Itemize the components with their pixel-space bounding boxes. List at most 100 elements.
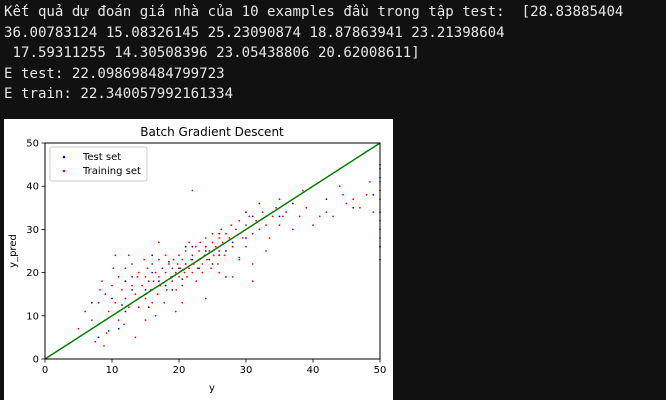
train-point: [174, 310, 177, 313]
train-point: [181, 284, 184, 287]
train-point: [235, 228, 237, 231]
console-line: Kết quả dự đoán giá nhà của 10 examples …: [4, 4, 624, 20]
scatter-chart: Batch Gradient Descent y y_pred 0 10 20 30 4…: [8, 125, 386, 394]
train-point: [332, 215, 334, 218]
test-point: [178, 267, 180, 270]
train-point: [285, 211, 288, 213]
train-point: [158, 258, 160, 261]
legend-box: [49, 146, 148, 182]
train-point: [114, 254, 117, 257]
train-point: [172, 258, 175, 261]
train-point: [251, 263, 254, 265]
legend: Test set Training set: [49, 146, 148, 182]
test-point: [181, 278, 184, 280]
train-point: [318, 215, 321, 218]
test-point: [292, 202, 294, 205]
train-point: [265, 224, 267, 226]
train-point: [164, 271, 167, 274]
train-point: [186, 276, 188, 278]
train-point: [228, 237, 231, 239]
train-point: [156, 293, 159, 296]
train-point: [123, 323, 125, 326]
train-point: [282, 215, 284, 218]
console-line: 36.00783124 15.08326145 25.23090874 18.8…: [4, 24, 505, 41]
train-point: [365, 193, 368, 196]
train-point: [268, 237, 271, 239]
train-point: [352, 198, 355, 201]
train-point: [245, 245, 247, 248]
train-point: [158, 276, 160, 278]
train-point: [134, 293, 137, 296]
train-point: [168, 263, 170, 265]
x-tick-label: 10: [106, 365, 119, 376]
train-point: [278, 198, 281, 201]
test-point: [147, 306, 150, 309]
test-point: [124, 280, 127, 283]
test-point: [117, 327, 120, 330]
train-point: [198, 250, 201, 252]
test-point: [251, 215, 254, 218]
test-point: [151, 254, 154, 257]
train-point: [141, 284, 144, 287]
train-point: [201, 271, 204, 274]
chart-title: Batch Gradient Descent: [140, 125, 284, 139]
train-point: [211, 232, 214, 235]
train-point: [179, 267, 182, 270]
test-point: [245, 211, 247, 213]
train-point: [161, 267, 164, 270]
train-point: [134, 336, 137, 339]
train-point: [261, 211, 264, 213]
train-point: [191, 254, 194, 257]
x-tick-label: 30: [240, 365, 253, 376]
train-point: [164, 254, 167, 257]
train-point: [204, 237, 207, 239]
train-point: [181, 258, 184, 261]
train-point: [221, 241, 224, 244]
train-point: [105, 332, 108, 334]
train-point: [208, 250, 211, 252]
train-point: [275, 206, 277, 209]
test-point: [144, 289, 147, 291]
train-point: [166, 289, 168, 291]
train-point: [238, 256, 241, 259]
legend-test-marker: [62, 155, 66, 159]
train-point: [292, 228, 294, 231]
x-tick-label: 40: [307, 365, 320, 376]
train-point: [199, 241, 202, 244]
test-point: [218, 254, 221, 257]
train-point: [230, 224, 233, 226]
train-point: [171, 280, 174, 283]
y-tick-label: 10: [26, 311, 39, 322]
test-point: [131, 289, 133, 291]
train-point: [184, 263, 187, 265]
test-point: [225, 250, 227, 252]
train-point: [124, 297, 127, 300]
train-point: [191, 271, 194, 274]
test-point: [191, 258, 194, 261]
test-point: [211, 263, 214, 265]
legend-train-label: Training set: [82, 166, 141, 177]
train-point: [151, 263, 154, 265]
test-point: [107, 330, 110, 332]
train-point: [201, 263, 204, 265]
train-point: [265, 250, 267, 252]
train-point: [124, 267, 127, 270]
train-point: [241, 237, 244, 239]
train-point: [144, 276, 147, 278]
train-point: [212, 254, 215, 257]
console-output: Kết quả dự đoán giá nhà của 10 examples …: [4, 2, 623, 105]
test-point: [231, 241, 234, 244]
test-point: [352, 206, 355, 209]
train-point: [117, 276, 120, 278]
test-point: [121, 304, 123, 306]
test-point: [204, 250, 207, 252]
train-point: [369, 181, 371, 183]
test-point: [158, 280, 160, 283]
train-point: [211, 241, 214, 244]
train-point: [342, 193, 344, 196]
train-point: [178, 254, 180, 257]
train-point: [104, 293, 107, 296]
test-point: [184, 245, 187, 248]
train-point: [223, 254, 226, 257]
train-point: [136, 276, 139, 278]
